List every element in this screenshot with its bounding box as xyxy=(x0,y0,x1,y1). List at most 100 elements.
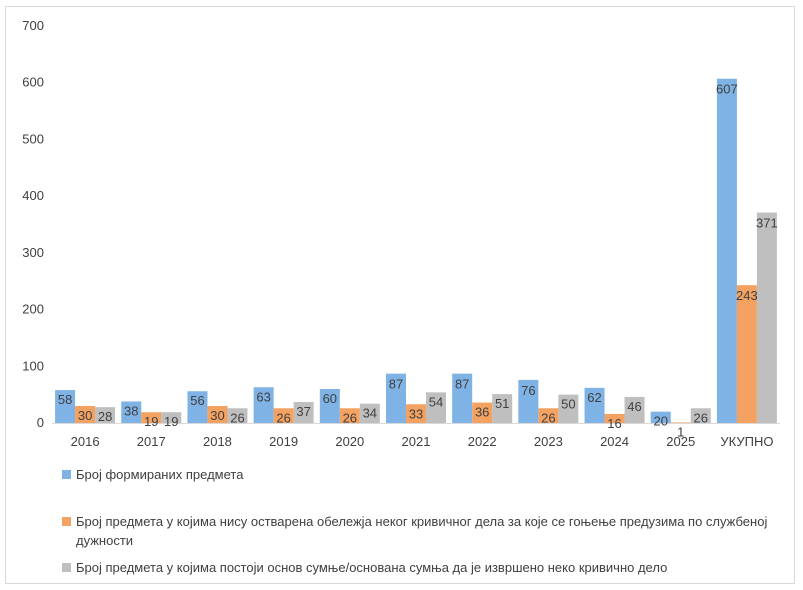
data-label: 54 xyxy=(429,394,443,409)
bar-series-1-2021 xyxy=(386,373,406,423)
data-label: 16 xyxy=(607,416,621,431)
data-label: 33 xyxy=(409,406,423,421)
data-label: 26 xyxy=(541,410,555,425)
bar-series-3-2025 xyxy=(690,408,711,423)
data-label: 28 xyxy=(98,409,112,424)
x-axis-ticks: 2016 2017 2018 2019 2020 2021 2022 2023 2024 2025… xyxy=(71,434,774,449)
data-label: 76 xyxy=(521,383,535,398)
x-tick-label: УКУПНО xyxy=(720,434,773,449)
bar-series-2-УКУПНО xyxy=(736,285,757,423)
bar-series-3-УКУПНО xyxy=(756,212,777,423)
legend-label-formed: Број формираних предмета xyxy=(76,467,244,482)
data-label: 34 xyxy=(363,406,377,421)
data-label: 243 xyxy=(736,288,758,303)
data-label: 87 xyxy=(389,377,403,392)
data-label: 50 xyxy=(561,397,575,412)
x-tick-label: 2020 xyxy=(335,434,364,449)
bar-series-2-2018 xyxy=(207,405,228,423)
bar-series-1-2017 xyxy=(121,401,142,423)
y-tick-label: 700 xyxy=(22,18,44,33)
bar-series-2-2023 xyxy=(538,408,559,423)
data-label: 30 xyxy=(78,408,92,423)
legend-entry-not-criminal: Број предмета у којима нису остварена об… xyxy=(62,512,776,550)
data-label: 20 xyxy=(653,414,667,429)
y-tick-label: 400 xyxy=(22,188,44,203)
bar-series-2-2020 xyxy=(339,408,360,423)
data-label: 19 xyxy=(164,414,178,429)
data-label: 26 xyxy=(343,410,357,425)
bar-series-1-2022 xyxy=(452,373,473,423)
legend-label-suspicion: Број предмета у којима постоји основ сум… xyxy=(76,560,668,575)
bar-series-2-2019 xyxy=(273,408,294,423)
x-tick-label: 2017 xyxy=(137,434,166,449)
bar-series-3-2023 xyxy=(558,394,579,423)
bar-series-2-2022 xyxy=(472,402,493,423)
x-tick-label: 2021 xyxy=(402,434,431,449)
legend-entry-formed: Број формираних предмета xyxy=(62,465,776,484)
chart-frame xyxy=(5,6,795,584)
bar-series-3-2021 xyxy=(426,392,446,423)
legend-swatch-not-criminal xyxy=(62,517,71,526)
bar-series-1-2016 xyxy=(55,390,76,423)
bar-series-3-2022 xyxy=(492,394,513,423)
data-label: 58 xyxy=(58,392,72,407)
legend-label-not-criminal: Број предмета у којима нису остварена об… xyxy=(76,514,768,548)
bar-series-2-2016 xyxy=(75,405,96,423)
bar-series-1-2025 xyxy=(650,411,671,423)
data-label: 19 xyxy=(144,414,158,429)
data-label: 26 xyxy=(230,410,244,425)
x-tick-label: 2018 xyxy=(203,434,232,449)
bar-series-3-2017 xyxy=(161,412,182,423)
y-tick-label: 300 xyxy=(22,245,44,260)
bar-series-1-2024 xyxy=(584,387,605,423)
x-tick-label: 2024 xyxy=(600,434,629,449)
bar-series-3-2019 xyxy=(293,402,314,423)
y-tick-label: 100 xyxy=(22,358,44,373)
data-label: 607 xyxy=(716,82,738,97)
bar-series-3-2024 xyxy=(624,396,645,423)
y-tick-label: 0 xyxy=(37,415,44,430)
data-label: 87 xyxy=(455,377,469,392)
bar-series-2-2025 xyxy=(670,422,691,423)
x-tick-label: 2023 xyxy=(534,434,563,449)
legend-entry-suspicion: Број предмета у којима постоји основ сум… xyxy=(62,558,776,577)
data-label: 51 xyxy=(495,396,509,411)
x-tick-label: 2022 xyxy=(468,434,497,449)
data-label: 46 xyxy=(627,399,641,414)
bar-series-2-2017 xyxy=(141,412,162,423)
bar-series-1-УКУПНО xyxy=(716,78,737,423)
data-label: 62 xyxy=(587,390,601,405)
data-label: 56 xyxy=(190,393,204,408)
data-label: 60 xyxy=(323,391,337,406)
data-label: 36 xyxy=(475,405,489,420)
y-tick-label: 600 xyxy=(22,75,44,90)
x-tick-label: 2025 xyxy=(666,434,695,449)
data-label: 63 xyxy=(256,389,270,404)
data-label: 1 xyxy=(677,424,684,439)
y-axis-ticks: 0 100 200 300 400 500 600 700 xyxy=(22,18,44,430)
bar-series-2-2024 xyxy=(604,413,625,423)
bar-series-3-2020 xyxy=(359,403,380,423)
data-label: 26 xyxy=(693,410,707,425)
x-tick-label: 2019 xyxy=(269,434,298,449)
bar-series-2-2021 xyxy=(406,404,426,423)
legend-swatch-formed xyxy=(62,470,71,479)
data-label: 37 xyxy=(296,404,310,419)
bar-series-1-2020 xyxy=(319,388,340,423)
bar-series-1-2023 xyxy=(518,379,539,423)
bar-series-1-2019 xyxy=(253,387,274,423)
data-label: 38 xyxy=(124,403,138,418)
data-labels: 58 30 28 38 19 19 56 30 26 63 26 37 60 26 34 87 33 54 87 36… xyxy=(58,82,778,440)
bar-series-3-2018 xyxy=(227,408,248,423)
y-tick-label: 200 xyxy=(22,302,44,317)
bar-series-1-2018 xyxy=(187,391,208,423)
bar-series-3-2016 xyxy=(95,407,116,423)
data-label: 26 xyxy=(276,410,290,425)
x-tick-label: 2016 xyxy=(71,434,100,449)
legend-swatch-suspicion xyxy=(62,563,71,572)
data-label: 30 xyxy=(210,408,224,423)
y-tick-label: 500 xyxy=(22,131,44,146)
data-label: 371 xyxy=(756,216,778,231)
bars xyxy=(55,78,777,423)
